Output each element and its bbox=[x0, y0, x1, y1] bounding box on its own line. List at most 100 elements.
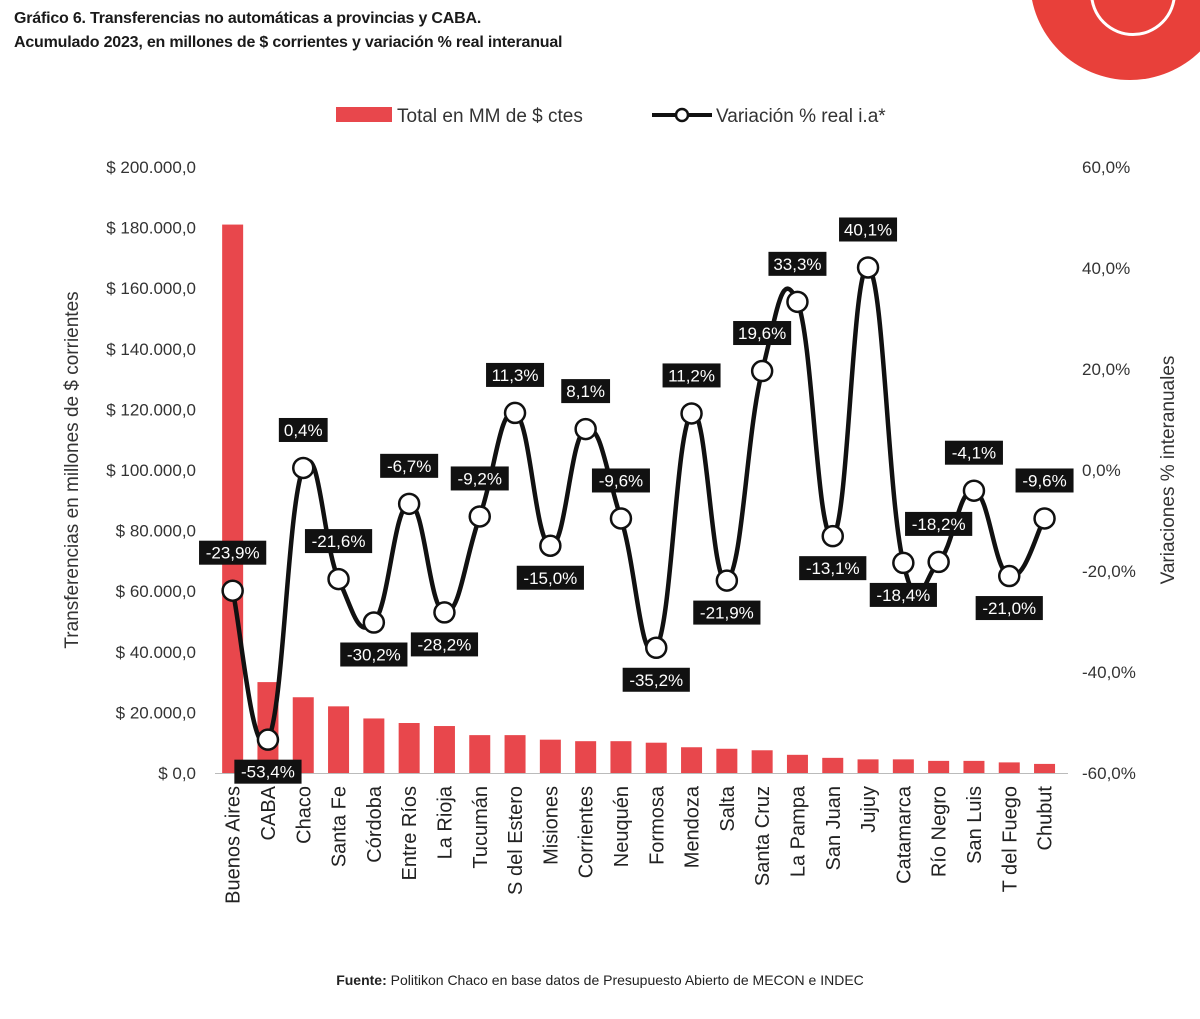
x-tick-label: San Juan bbox=[823, 786, 845, 871]
y-right-tick-label: -60,0% bbox=[1082, 764, 1136, 783]
line-points bbox=[221, 256, 1056, 751]
line-point bbox=[362, 611, 386, 634]
bar bbox=[681, 747, 703, 773]
y-right-tick-label: 20,0% bbox=[1082, 360, 1130, 379]
data-label-box bbox=[693, 600, 761, 625]
line-point bbox=[680, 402, 703, 425]
data-label: -21,0% bbox=[982, 599, 1036, 618]
legend-bar-label: Total en MM de $ ctes bbox=[397, 106, 583, 127]
x-tick-label: San Luis bbox=[964, 786, 986, 864]
data-label-box bbox=[768, 251, 827, 276]
source-label: Fuente: bbox=[336, 972, 387, 988]
bar bbox=[610, 741, 632, 773]
bar bbox=[822, 757, 844, 773]
x-tick-label: La Pampa bbox=[787, 785, 809, 877]
data-label: -15,0% bbox=[523, 569, 577, 588]
x-tick-label: Río Negro bbox=[929, 786, 951, 877]
line-point bbox=[786, 290, 809, 314]
bar bbox=[857, 759, 879, 773]
data-label: -35,2% bbox=[629, 671, 683, 690]
y-axis-left-ticks: $ 0,0 $ 20.000,0 $ 40.000,0 $ 60.000,0 $ 80.… bbox=[106, 158, 196, 783]
data-label-box bbox=[622, 667, 690, 692]
x-tick-label: Formosa bbox=[646, 785, 668, 865]
data-label-box bbox=[340, 642, 408, 667]
data-label-box bbox=[662, 363, 721, 388]
x-tick-label: Corrientes bbox=[576, 786, 598, 878]
data-label: -18,2% bbox=[912, 515, 966, 534]
bar bbox=[328, 706, 350, 773]
data-label: -30,2% bbox=[347, 646, 401, 665]
bar bbox=[892, 759, 914, 773]
line-point bbox=[503, 401, 527, 425]
y-left-tick-label: $ 180.000,0 bbox=[106, 219, 196, 238]
x-tick-label: Santa Fe bbox=[329, 786, 351, 867]
y-left-tick-label: $ 140.000,0 bbox=[106, 340, 196, 359]
data-label-box bbox=[486, 362, 545, 387]
y-left-tick-label: $ 80.000,0 bbox=[116, 522, 196, 541]
data-label-box bbox=[1015, 468, 1074, 493]
line-point bbox=[856, 256, 880, 279]
y-axis-right-ticks: -60,0% -40,0% -20,0% 0,0% 20,0% 40,0% 60,0% bbox=[1082, 158, 1136, 783]
bar bbox=[786, 754, 808, 773]
chart-title-line-2: Acumulado 2023, en millones de $ corrien… bbox=[14, 34, 563, 51]
data-label: -4,1% bbox=[952, 444, 996, 463]
data-label: -9,2% bbox=[458, 469, 502, 488]
bar bbox=[963, 760, 985, 773]
data-label-box bbox=[304, 529, 373, 554]
bar bbox=[222, 224, 244, 773]
data-label: -53,4% bbox=[241, 763, 295, 782]
line-point bbox=[715, 569, 739, 592]
line-point bbox=[397, 492, 421, 516]
y-left-tick-label: $ 200.000,0 bbox=[106, 158, 196, 177]
bar bbox=[539, 739, 561, 773]
x-tick-label: Santa Cruz bbox=[752, 786, 774, 886]
bar bbox=[257, 682, 279, 773]
y-axis-left-title: Transferencias en millones de $ corrient… bbox=[62, 291, 83, 648]
legend-bar-swatch bbox=[336, 107, 392, 122]
line-point bbox=[750, 359, 774, 383]
data-label-box bbox=[944, 440, 1003, 465]
bar bbox=[363, 718, 385, 773]
legend-line-marker bbox=[674, 107, 690, 123]
bar bbox=[998, 762, 1020, 773]
data-label: 11,2% bbox=[668, 366, 715, 385]
data-label: -21,9% bbox=[700, 604, 754, 623]
y-left-tick-label: $ 120.000,0 bbox=[106, 400, 196, 419]
y-right-tick-label: -20,0% bbox=[1082, 562, 1136, 581]
bar bbox=[1034, 763, 1056, 773]
y-right-tick-label: -40,0% bbox=[1082, 663, 1136, 682]
data-label-box bbox=[278, 417, 328, 442]
data-label: -6,7% bbox=[387, 457, 431, 476]
line-point bbox=[821, 524, 844, 548]
data-label-box bbox=[733, 321, 792, 346]
data-label-box bbox=[869, 582, 937, 607]
data-label-box bbox=[380, 453, 439, 478]
x-tick-label: Mendoza bbox=[682, 785, 704, 868]
data-label-box bbox=[799, 556, 867, 581]
chart-title-line-1: Gráfico 6. Transferencias no automáticas… bbox=[14, 10, 482, 27]
data-label-box bbox=[516, 565, 584, 590]
data-label: -13,1% bbox=[806, 559, 860, 578]
x-tick-label: Córdoba bbox=[364, 785, 386, 863]
line-point bbox=[927, 550, 950, 574]
x-tick-label: Entre Ríos bbox=[399, 786, 421, 880]
x-tick-label: Chaco bbox=[293, 786, 315, 844]
data-label: 0,4% bbox=[284, 421, 323, 440]
bar bbox=[469, 735, 491, 773]
data-label-box bbox=[905, 511, 973, 536]
data-label: 8,1% bbox=[566, 382, 605, 401]
x-tick-label: S del Estero bbox=[505, 786, 527, 895]
y-left-tick-label: $ 20.000,0 bbox=[116, 703, 196, 722]
bar bbox=[504, 735, 526, 773]
data-label: 19,6% bbox=[738, 324, 786, 343]
data-label: -23,9% bbox=[206, 544, 260, 563]
x-tick-label: Misiones bbox=[540, 786, 562, 865]
y-axis-right-title: Variaciones % interanuales bbox=[1158, 356, 1179, 585]
x-tick-label: Chubut bbox=[1035, 786, 1057, 851]
line-point bbox=[962, 479, 986, 502]
line-point bbox=[998, 564, 1021, 588]
data-label: -18,4% bbox=[876, 586, 930, 605]
x-axis-labels: Buenos Aires CABA Chaco Santa Fe Córdoba Entr… bbox=[223, 785, 1057, 904]
data-label-box bbox=[591, 468, 650, 493]
